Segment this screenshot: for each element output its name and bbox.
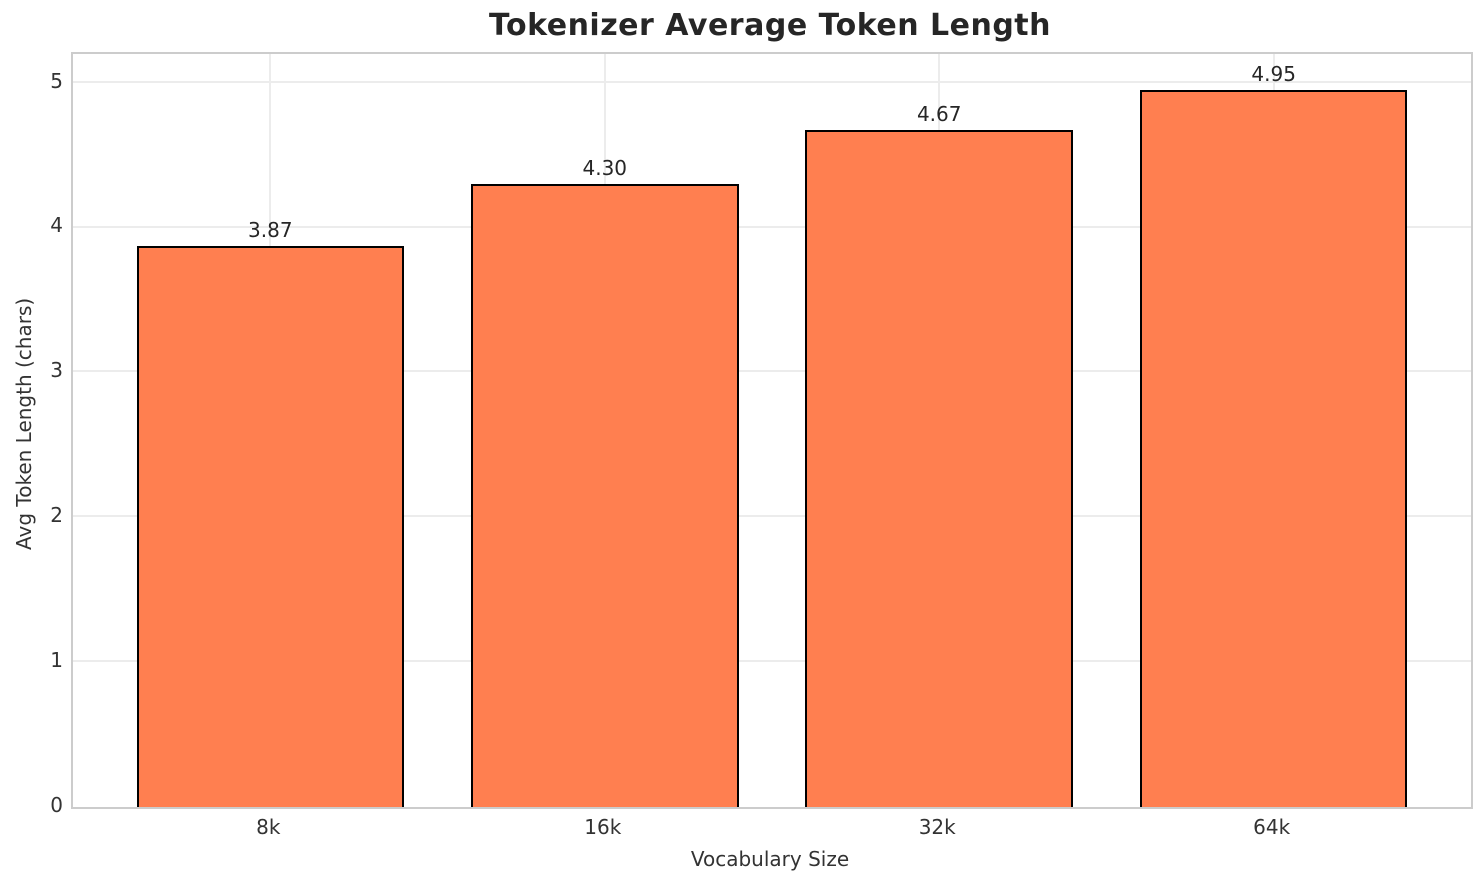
y-tick-label-5: 5 <box>50 68 63 93</box>
bar-64k <box>1139 89 1408 807</box>
x-tick-label-16k: 16k <box>584 815 622 839</box>
y-tick-label-4: 4 <box>50 213 63 238</box>
x-tick-label-32k: 32k <box>918 815 956 839</box>
x-tick-label-8k: 8k <box>256 815 281 839</box>
y-tick-label-3: 3 <box>50 358 63 383</box>
bar-value-label-64k: 4.95 <box>1251 61 1296 86</box>
x-tick-label-64k: 64k <box>1253 815 1291 839</box>
plot-area: 3.87 4.30 4.67 4.95 <box>71 52 1473 809</box>
chart-title: Tokenizer Average Token Length <box>488 8 1051 43</box>
bar-32k <box>805 130 1073 807</box>
x-axis-label: Vocabulary Size <box>690 847 850 871</box>
y-tick-label-1: 1 <box>50 648 63 673</box>
h-gridline-3 <box>73 370 1471 373</box>
h-gridline-4 <box>73 225 1471 228</box>
h-gridline-2 <box>73 515 1471 518</box>
y-tick-label-0: 0 <box>50 793 63 817</box>
bar-value-label-16k: 4.30 <box>582 156 628 181</box>
bar-value-label-32k: 4.67 <box>916 102 962 127</box>
bar-value-label-8k: 3.87 <box>248 218 293 243</box>
h-gridline-1 <box>73 660 1471 663</box>
y-tick-label-2: 2 <box>50 503 63 528</box>
bar-8k <box>136 246 405 807</box>
y-axis-label: Avg Token Length (chars) <box>12 297 36 550</box>
bar-16k <box>470 184 739 807</box>
h-gridline-5 <box>73 80 1471 83</box>
